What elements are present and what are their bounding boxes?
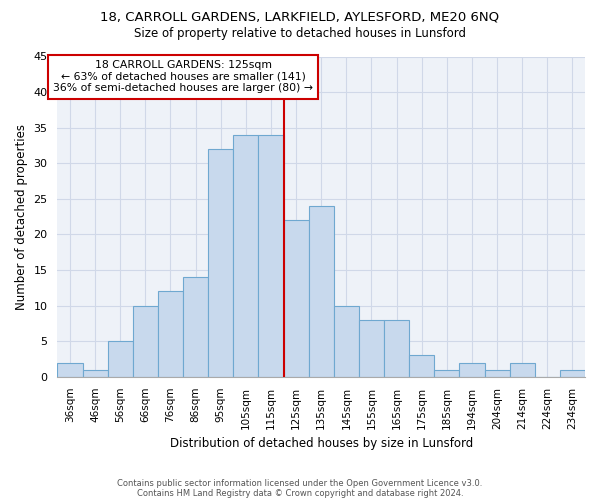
Y-axis label: Number of detached properties: Number of detached properties <box>15 124 28 310</box>
Text: 18 CARROLL GARDENS: 125sqm
← 63% of detached houses are smaller (141)
36% of sem: 18 CARROLL GARDENS: 125sqm ← 63% of deta… <box>53 60 313 94</box>
Bar <box>460 362 485 377</box>
Text: Contains public sector information licensed under the Open Government Licence v3: Contains public sector information licen… <box>118 478 482 488</box>
Bar <box>158 292 183 377</box>
Bar <box>560 370 585 377</box>
Bar <box>434 370 460 377</box>
Bar <box>259 135 284 377</box>
Bar <box>509 362 535 377</box>
Bar <box>107 341 133 377</box>
Bar <box>334 306 359 377</box>
Bar <box>208 149 233 377</box>
Bar <box>485 370 509 377</box>
Text: Contains HM Land Registry data © Crown copyright and database right 2024.: Contains HM Land Registry data © Crown c… <box>137 488 463 498</box>
Bar <box>83 370 107 377</box>
X-axis label: Distribution of detached houses by size in Lunsford: Distribution of detached houses by size … <box>170 437 473 450</box>
Bar <box>409 356 434 377</box>
Bar <box>384 320 409 377</box>
Bar <box>308 206 334 377</box>
Bar <box>359 320 384 377</box>
Text: Size of property relative to detached houses in Lunsford: Size of property relative to detached ho… <box>134 28 466 40</box>
Bar <box>233 135 259 377</box>
Bar <box>58 362 83 377</box>
Bar <box>133 306 158 377</box>
Text: 18, CARROLL GARDENS, LARKFIELD, AYLESFORD, ME20 6NQ: 18, CARROLL GARDENS, LARKFIELD, AYLESFOR… <box>100 10 500 23</box>
Bar <box>284 220 308 377</box>
Bar <box>183 277 208 377</box>
